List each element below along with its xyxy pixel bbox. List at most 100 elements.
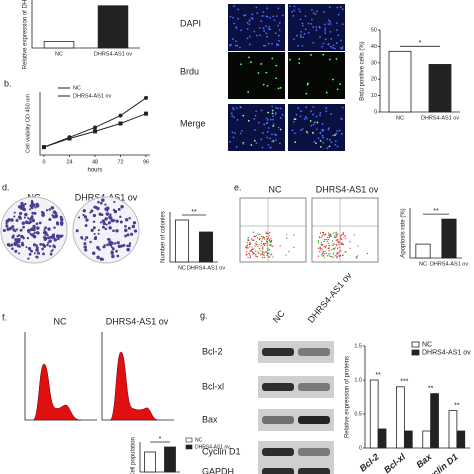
cell <box>246 27 249 30</box>
colony <box>83 215 88 219</box>
colony <box>15 228 19 231</box>
colony <box>5 224 9 228</box>
colony <box>26 236 30 240</box>
event <box>328 244 330 247</box>
colony <box>113 219 116 222</box>
event <box>251 247 253 249</box>
blot <box>258 409 334 431</box>
event <box>247 236 249 239</box>
event <box>251 238 253 240</box>
event <box>293 234 295 236</box>
cell <box>277 87 280 90</box>
cell <box>279 128 282 131</box>
cell <box>271 112 274 115</box>
cell <box>329 23 332 25</box>
cell <box>322 53 325 56</box>
cell <box>257 72 260 74</box>
cell <box>262 44 265 47</box>
x-tick-label: NC <box>55 51 63 57</box>
event <box>268 249 271 251</box>
cell <box>322 136 324 139</box>
cell <box>314 121 317 124</box>
cell <box>260 20 263 22</box>
cell <box>336 145 339 148</box>
cell <box>300 110 302 112</box>
cell <box>276 44 278 46</box>
event <box>341 254 344 256</box>
event <box>245 245 247 247</box>
event <box>258 234 260 236</box>
event <box>331 255 333 258</box>
colony <box>20 243 25 247</box>
colony <box>102 245 105 249</box>
event <box>262 251 264 253</box>
event <box>259 237 261 240</box>
event <box>266 254 268 256</box>
blot <box>258 376 334 398</box>
cell <box>271 42 274 45</box>
event <box>322 254 325 257</box>
cell <box>240 63 242 66</box>
cell <box>267 144 270 146</box>
event <box>341 243 343 246</box>
colony <box>5 219 8 222</box>
cell <box>267 127 270 129</box>
cell <box>303 32 306 35</box>
colony <box>30 249 33 253</box>
event <box>337 240 339 242</box>
significance: ** <box>428 385 434 392</box>
colony <box>15 240 19 245</box>
cell <box>232 16 235 19</box>
event <box>262 248 264 250</box>
cell <box>293 118 296 121</box>
event <box>337 252 339 254</box>
event <box>340 242 342 244</box>
cell <box>272 115 274 118</box>
cell <box>253 139 256 142</box>
colony <box>56 222 60 226</box>
colony <box>38 221 42 225</box>
colony <box>30 215 34 218</box>
event <box>260 254 262 256</box>
colony <box>102 221 106 226</box>
colony <box>96 246 99 249</box>
event <box>252 253 254 255</box>
cell <box>306 132 309 135</box>
colony <box>48 239 52 243</box>
event <box>259 247 261 250</box>
colony <box>126 247 130 252</box>
cell <box>272 118 275 121</box>
colony <box>52 215 56 219</box>
cell <box>266 121 269 124</box>
cell <box>312 123 315 126</box>
cell <box>237 17 239 20</box>
colony <box>32 203 36 207</box>
event <box>257 237 259 239</box>
colony <box>116 241 119 244</box>
cell <box>299 115 302 118</box>
event <box>255 241 257 243</box>
event <box>335 234 337 236</box>
x-tick-label: 96 <box>143 159 149 165</box>
event <box>321 254 323 256</box>
significance: ** <box>433 208 439 215</box>
blot <box>258 441 334 463</box>
colony <box>85 218 89 222</box>
colony <box>35 255 38 258</box>
event <box>324 253 326 255</box>
cell <box>293 38 295 41</box>
event <box>257 251 259 253</box>
cell <box>254 114 257 117</box>
event <box>252 231 255 233</box>
cell <box>260 109 263 112</box>
cell <box>278 29 281 31</box>
panel-label: e. <box>234 182 242 192</box>
event <box>255 256 257 258</box>
event <box>264 238 266 240</box>
cell <box>293 5 296 8</box>
colony <box>10 243 14 247</box>
cell <box>322 141 325 144</box>
colony <box>44 226 47 230</box>
event <box>251 251 253 253</box>
cell <box>255 142 258 145</box>
